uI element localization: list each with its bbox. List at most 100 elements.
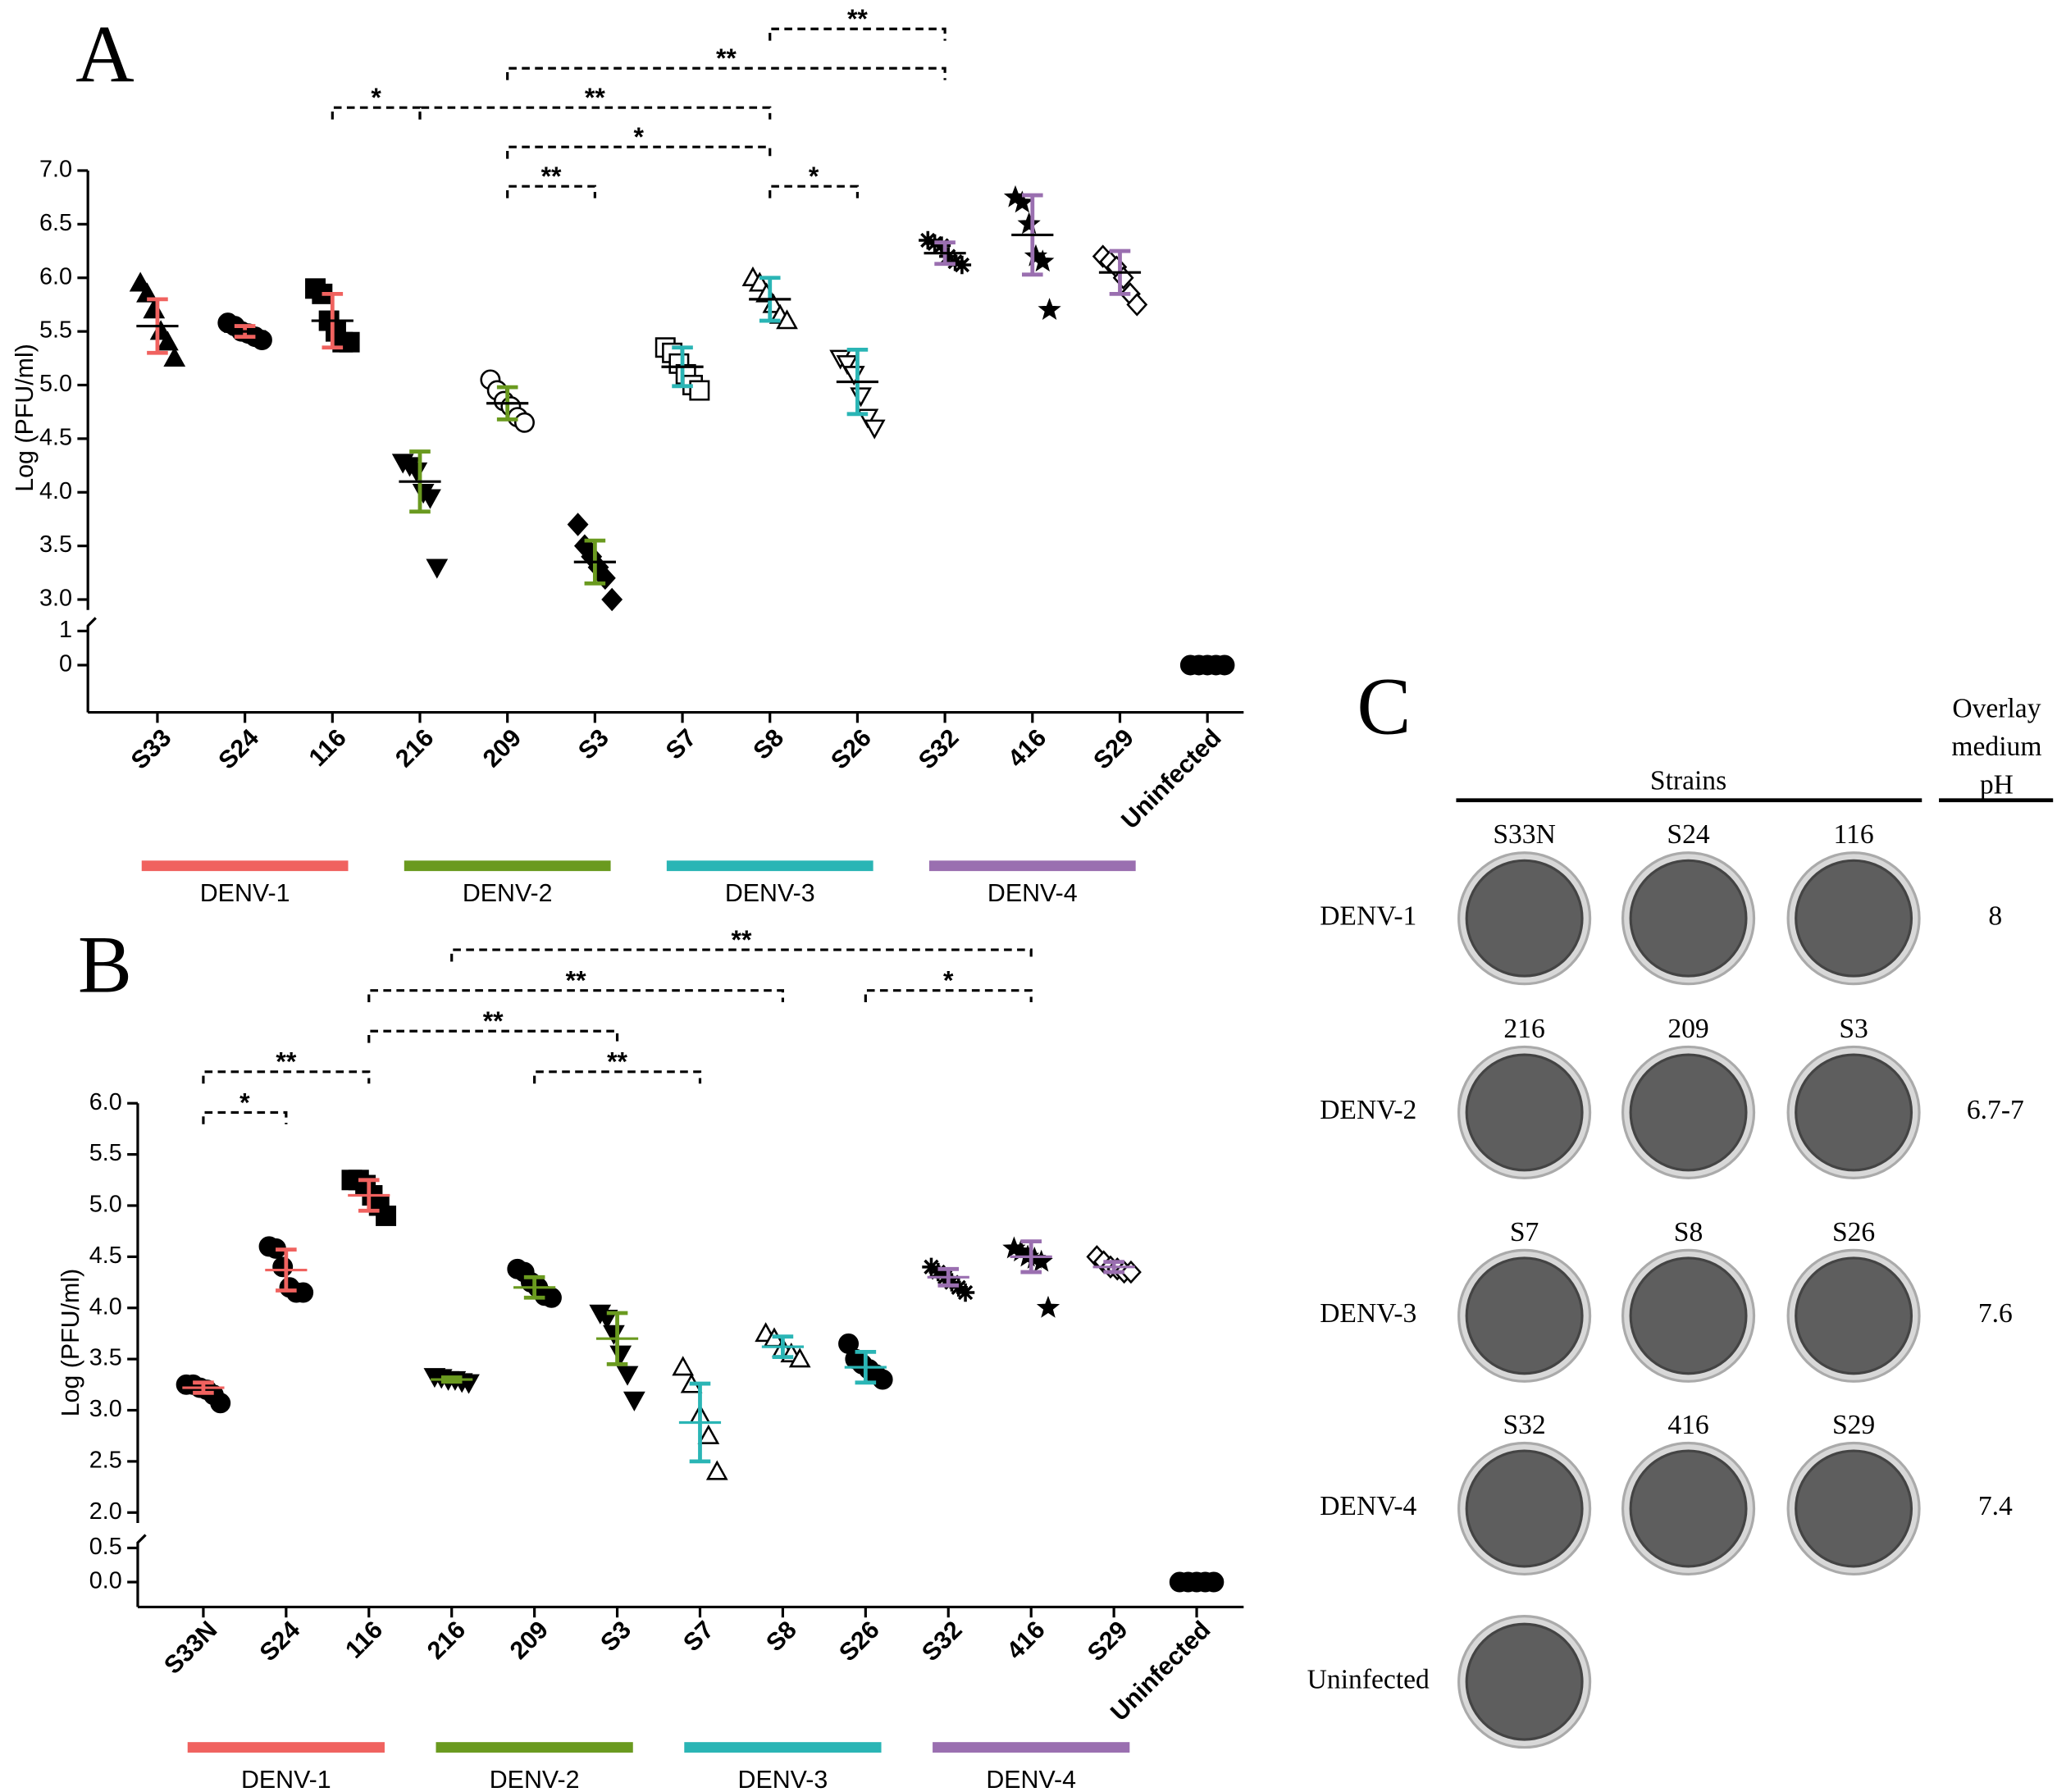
point <box>1120 1260 1142 1284</box>
point <box>609 1345 632 1366</box>
y-tick-label: 7.0 <box>39 157 72 183</box>
group-bar <box>666 860 873 872</box>
group-label: DENV-2 <box>463 879 553 907</box>
significance-bracket <box>331 106 422 120</box>
point <box>616 1366 639 1386</box>
row-label: DENV-4 <box>1320 1491 1416 1521</box>
point <box>419 489 441 509</box>
point <box>788 1347 811 1368</box>
point <box>426 559 449 579</box>
y-tick-label: 1 <box>59 617 72 643</box>
x-tick-label: S8 <box>761 1616 802 1657</box>
significance-bracket <box>533 1070 702 1084</box>
plate <box>1465 1449 1584 1568</box>
y-tick-label: 2.5 <box>89 1447 122 1473</box>
y-axis-label: Log (PFU/ml) <box>57 1269 84 1417</box>
significance-label: ** <box>607 1047 627 1077</box>
significance-bracket <box>864 989 1033 1003</box>
ph-value: 7.4 <box>1978 1491 2013 1521</box>
point <box>376 1205 397 1226</box>
point <box>932 236 951 255</box>
x-tick-label: S8 <box>748 723 789 764</box>
strain-label: S26 <box>1832 1217 1875 1247</box>
y-tick-label: 3.0 <box>39 586 72 612</box>
point <box>540 1287 562 1308</box>
significance-label: ** <box>566 966 586 996</box>
point <box>513 412 535 433</box>
point <box>776 309 798 330</box>
significance-bracket <box>769 27 946 41</box>
point <box>272 1256 294 1278</box>
point <box>697 1424 720 1444</box>
significance-label: ** <box>483 1006 504 1036</box>
y-tick-label: 0.5 <box>89 1534 122 1560</box>
row-label: DENV-3 <box>1320 1298 1416 1329</box>
plate <box>1629 1053 1748 1172</box>
x-tick-label: S24 <box>213 723 264 774</box>
strain-label: S8 <box>1674 1217 1703 1247</box>
x-tick-label: S29 <box>1082 1616 1133 1667</box>
point <box>251 330 272 351</box>
plate <box>1629 1256 1748 1375</box>
point <box>863 419 886 440</box>
x-tick-label: S26 <box>826 723 877 774</box>
group-bar <box>933 1742 1130 1753</box>
significance-bracket <box>450 948 1033 962</box>
point <box>603 1325 625 1345</box>
plate <box>1629 1449 1748 1568</box>
y-tick-label: 5.0 <box>39 371 72 397</box>
significance-bracket <box>202 1070 371 1084</box>
plate <box>1795 1053 1913 1172</box>
x-tick-label: 216 <box>390 723 440 773</box>
ph-value: 7.6 <box>1978 1298 2013 1329</box>
y-axis-low <box>86 617 97 713</box>
panel-letter: B <box>78 921 132 1010</box>
point <box>623 1391 645 1411</box>
ph-header: Overlay <box>1952 694 2041 724</box>
point <box>1126 293 1148 317</box>
point <box>1038 298 1061 320</box>
y-tick-label: 4.5 <box>89 1243 122 1269</box>
significance-label: * <box>239 1088 250 1117</box>
strain-label: S33N <box>1493 819 1556 850</box>
plate <box>1465 859 1584 978</box>
point <box>601 587 623 612</box>
plate <box>1795 1449 1913 1568</box>
point <box>946 252 965 271</box>
y-tick-label: 4.0 <box>89 1293 122 1320</box>
point <box>567 513 589 536</box>
plate <box>1465 1256 1584 1375</box>
x-tick-label: 209 <box>504 1616 554 1665</box>
significance-bracket <box>367 989 785 1003</box>
group-bar <box>928 860 1136 872</box>
plate <box>1795 1256 1913 1375</box>
significance-label: ** <box>276 1047 296 1077</box>
group-label: DENV-1 <box>200 879 290 907</box>
point <box>163 346 186 367</box>
group-label: DENV-4 <box>986 1766 1076 1792</box>
x-tick-label: 116 <box>303 723 352 772</box>
x-tick-label: 416 <box>1002 723 1051 773</box>
row-label: DENV-1 <box>1320 901 1416 931</box>
row-label: DENV-2 <box>1320 1095 1416 1125</box>
x-tick-label: S29 <box>1088 723 1139 774</box>
significance-bracket <box>506 145 772 159</box>
row-label: Uninfected <box>1307 1664 1430 1694</box>
significance-label: * <box>633 122 644 152</box>
significance-bracket <box>506 185 596 198</box>
strain-label: S32 <box>1503 1410 1545 1440</box>
x-tick-label: S7 <box>660 723 701 764</box>
significance-label: ** <box>585 83 605 112</box>
y-tick-label: 0 <box>59 651 72 677</box>
point <box>339 331 360 353</box>
significance-label: ** <box>541 162 562 191</box>
point <box>1010 190 1034 213</box>
point <box>1112 266 1134 290</box>
significance-label: ** <box>732 925 752 955</box>
significance-label: ** <box>716 43 737 73</box>
group-label: DENV-3 <box>738 1766 828 1792</box>
point <box>136 282 158 303</box>
point <box>143 299 166 319</box>
significance-label: ** <box>847 4 868 34</box>
